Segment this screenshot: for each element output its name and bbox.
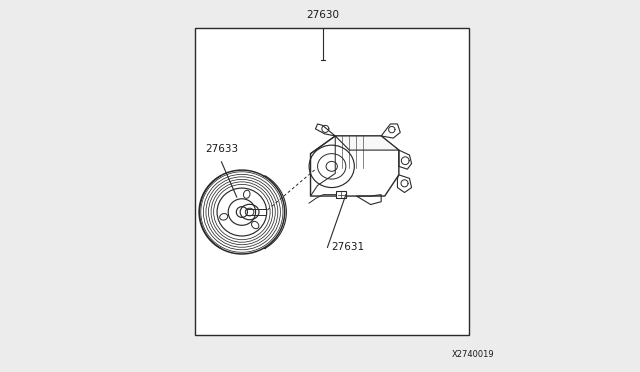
FancyBboxPatch shape [336, 191, 346, 198]
Text: 27631: 27631 [331, 243, 364, 252]
Text: 27630: 27630 [307, 10, 339, 20]
Text: X2740019: X2740019 [452, 350, 495, 359]
Bar [195, 28, 468, 335]
Polygon shape [335, 136, 399, 150]
Text: 27633: 27633 [205, 144, 238, 154]
